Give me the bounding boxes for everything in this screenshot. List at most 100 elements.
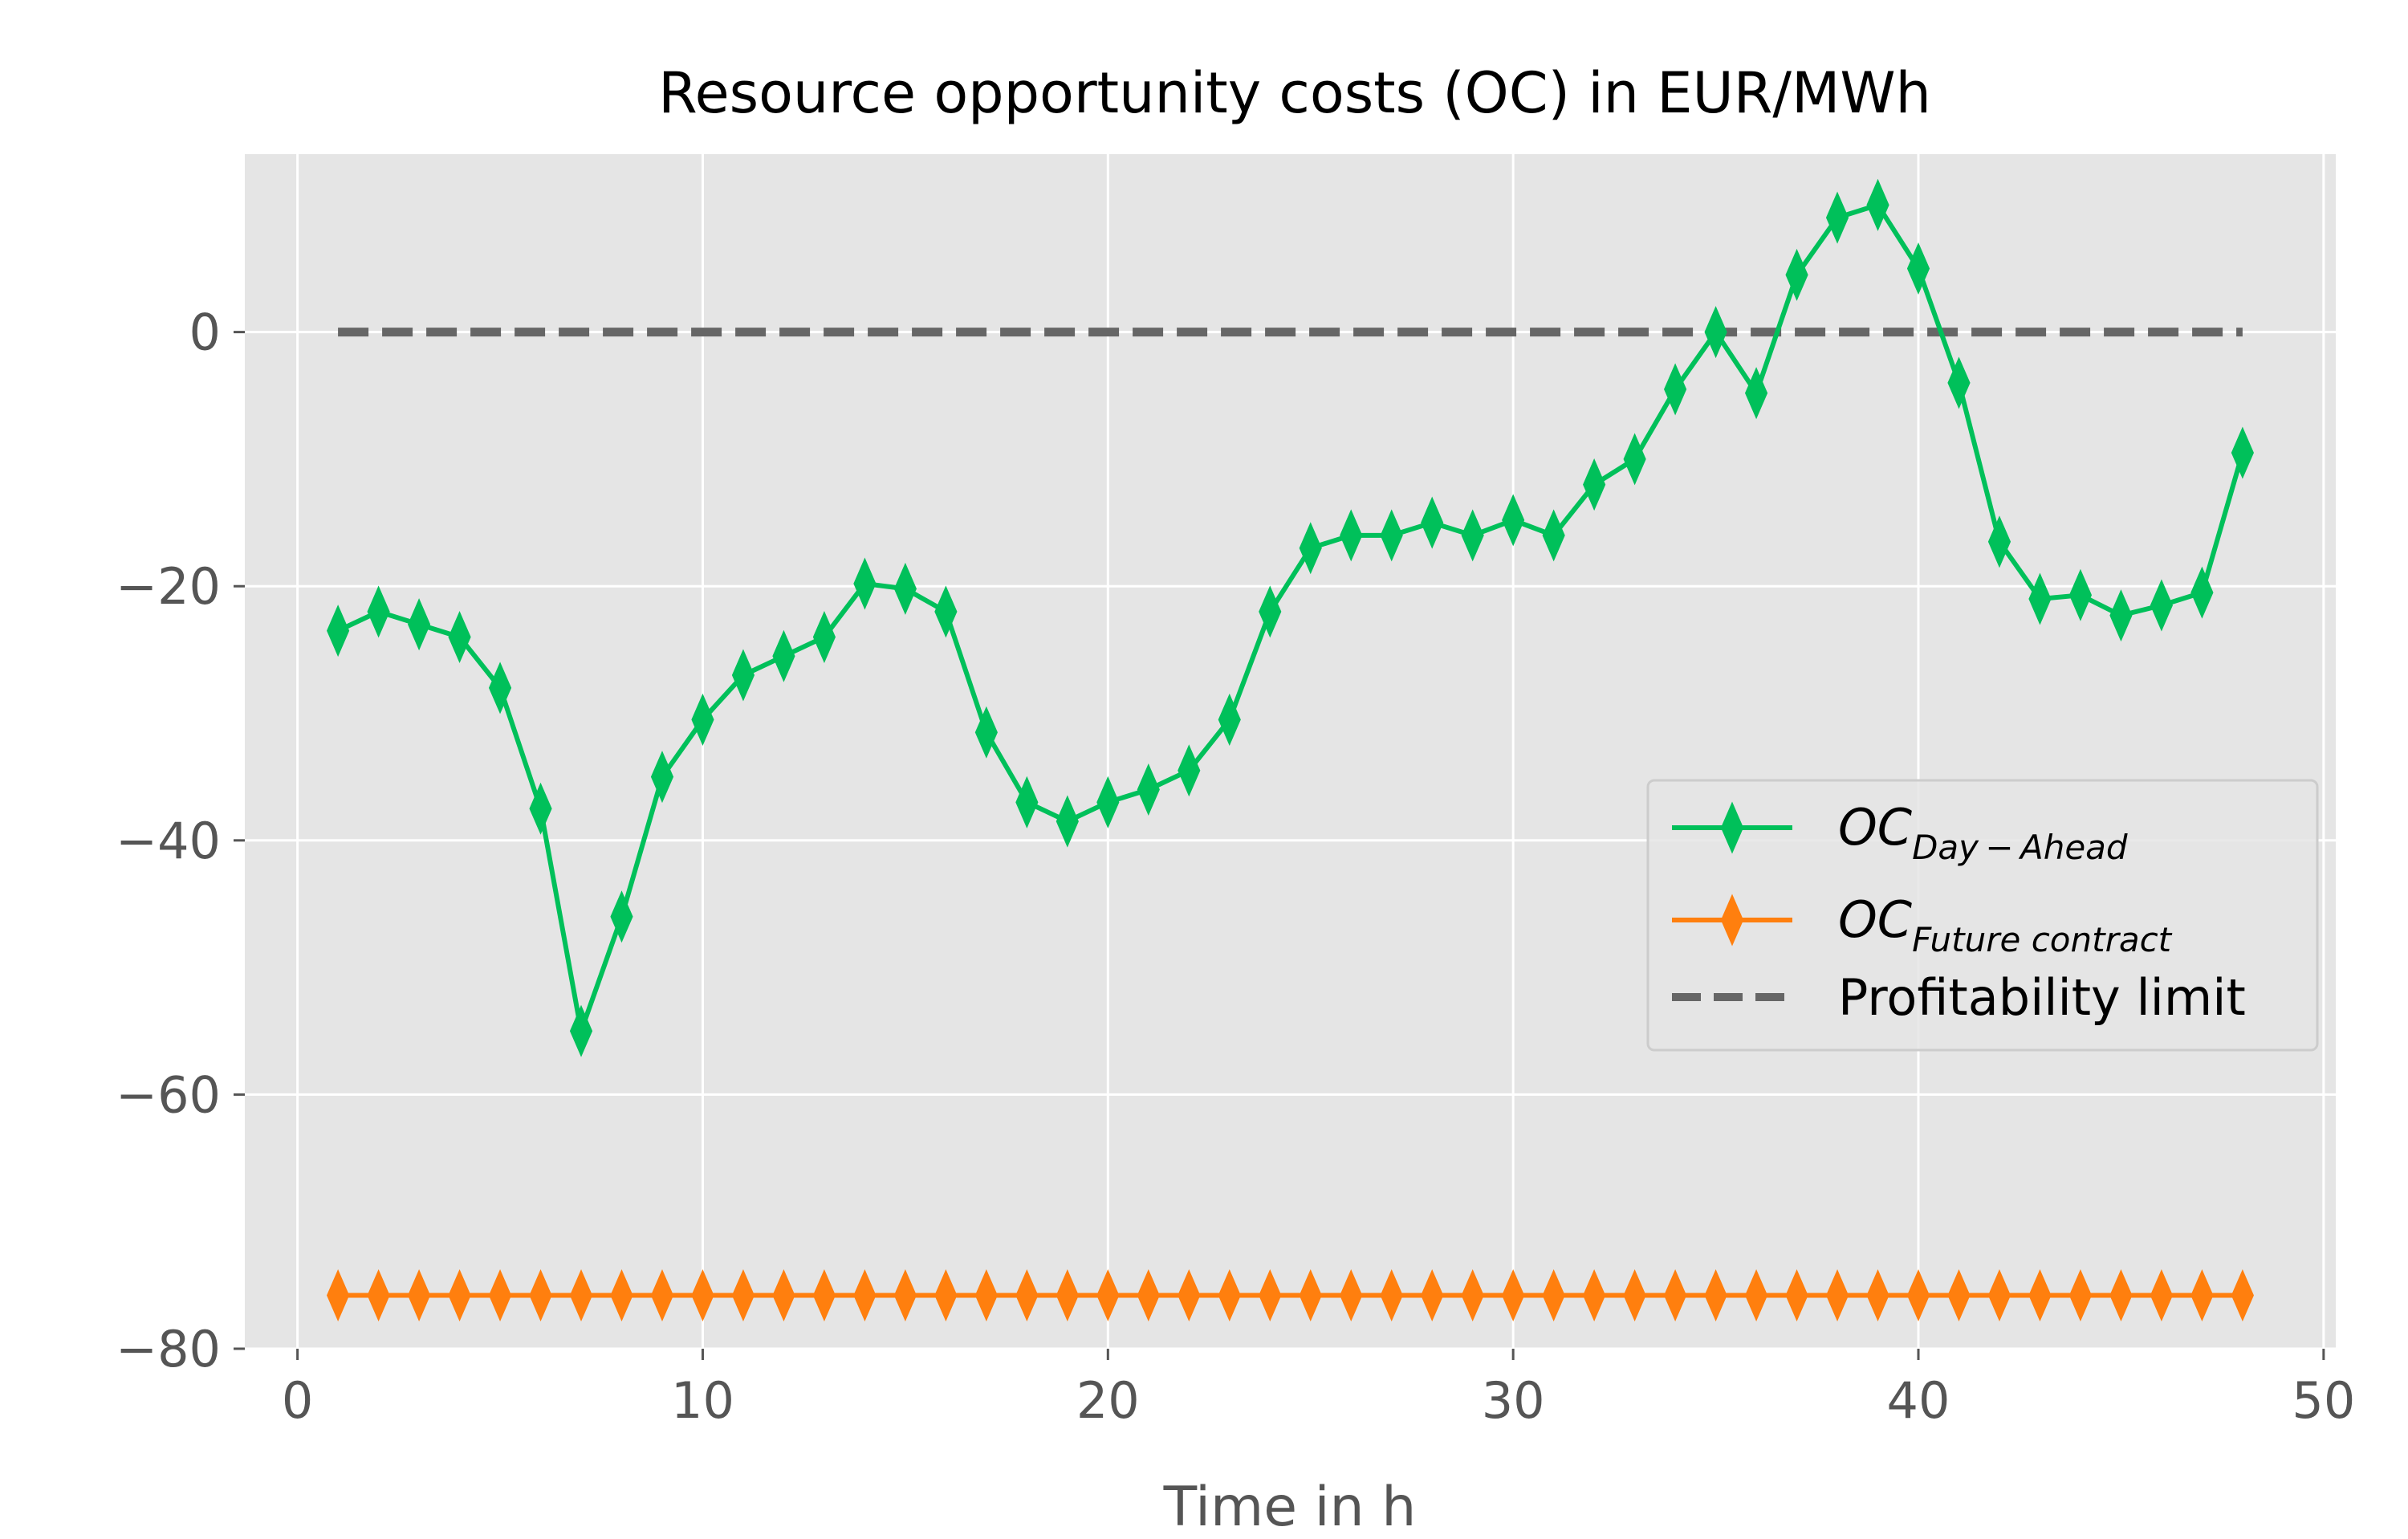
data-point-oc-day-ahead: [1866, 178, 1889, 231]
data-point-oc-day-ahead: [327, 605, 350, 658]
data-point-oc-future-contract: [1421, 1268, 1444, 1322]
data-point-oc-day-ahead: [1096, 776, 1120, 829]
data-point-oc-future-contract: [2028, 1268, 2052, 1322]
axes: 0 10 20 30 40 50 0 −20 −40 −60 −80: [116, 303, 2355, 1430]
legend: OCDay − Ahead OCFuture contract Profitab…: [1646, 779, 2319, 1052]
data-point-oc-future-contract: [1987, 1268, 2011, 1322]
data-point-oc-day-ahead: [1785, 248, 1808, 301]
data-point-oc-future-contract: [367, 1268, 390, 1322]
data-point-oc-day-ahead: [1259, 585, 1282, 638]
data-point-oc-future-contract: [327, 1268, 350, 1322]
data-point-oc-future-contract: [853, 1268, 877, 1322]
data-point-oc-future-contract: [1056, 1268, 1079, 1322]
data-point-oc-future-contract: [2150, 1268, 2174, 1322]
data-point-oc-day-ahead: [529, 782, 552, 835]
data-point-oc-future-contract: [1744, 1268, 1768, 1322]
series-layer: [327, 178, 2254, 1322]
data-point-oc-day-ahead: [650, 751, 674, 804]
data-point-oc-day-ahead: [893, 562, 917, 615]
data-point-oc-day-ahead: [1056, 795, 1079, 848]
data-point-oc-future-contract: [1704, 1268, 1727, 1322]
data-point-oc-day-ahead: [1340, 509, 1363, 562]
data-point-oc-day-ahead: [2231, 426, 2254, 479]
data-point-oc-day-ahead: [2150, 579, 2174, 632]
data-point-oc-day-ahead: [1299, 522, 1322, 575]
legend-frame: [1646, 779, 2319, 1052]
data-point-oc-day-ahead: [853, 557, 877, 610]
data-point-oc-day-ahead: [731, 649, 755, 702]
legend-subscript-day-ahead: Day − Ahead: [1912, 828, 2128, 867]
data-point-oc-future-contract: [691, 1268, 714, 1322]
data-point-oc-day-ahead: [1218, 693, 1241, 746]
data-point-oc-day-ahead: [1542, 509, 1565, 562]
data-point-oc-future-contract: [1461, 1268, 1484, 1322]
data-point-oc-future-contract: [1299, 1268, 1322, 1322]
data-point-oc-future-contract: [1906, 1268, 1930, 1322]
data-point-oc-future-contract: [1866, 1268, 1889, 1322]
data-point-oc-day-ahead: [488, 662, 512, 715]
legend-item-day-ahead: OCDay − Ahead: [1672, 798, 2128, 867]
data-point-oc-future-contract: [1137, 1268, 1160, 1322]
data-point-oc-future-contract: [2190, 1268, 2214, 1322]
data-point-oc-future-contract: [407, 1268, 431, 1322]
data-point-oc-future-contract: [1623, 1268, 1646, 1322]
y-tick-label: −80: [116, 1320, 221, 1378]
data-point-oc-day-ahead: [1664, 363, 1687, 416]
data-point-oc-day-ahead: [610, 890, 633, 943]
data-point-oc-day-ahead: [569, 1004, 593, 1057]
y-tick-label: 0: [189, 303, 221, 362]
data-point-oc-future-contract: [1380, 1268, 1403, 1322]
data-point-oc-future-contract: [1542, 1268, 1565, 1322]
data-point-oc-day-ahead: [1421, 496, 1444, 549]
data-point-oc-future-contract: [934, 1268, 958, 1322]
chart-title: Resource opportunity costs (OC) in EUR/M…: [658, 60, 1931, 126]
plot-area: [245, 154, 2336, 1349]
legend-item-future-contract: OCFuture contract: [1672, 890, 2173, 959]
svg-text:OCDay − Ahead: OCDay − Ahead: [1838, 798, 2128, 867]
x-tick-label: 30: [1482, 1371, 1545, 1430]
data-point-oc-future-contract: [1502, 1268, 1525, 1322]
data-point-oc-day-ahead: [2028, 572, 2052, 625]
x-tick-label: 10: [671, 1371, 734, 1430]
x-axis-label: Time in h: [1163, 1476, 1417, 1536]
data-point-oc-day-ahead: [1987, 515, 2011, 568]
data-point-oc-future-contract: [1096, 1268, 1120, 1322]
data-point-oc-day-ahead: [2190, 566, 2214, 619]
data-point-oc-day-ahead: [448, 611, 471, 664]
data-point-oc-day-ahead: [1137, 763, 1160, 816]
data-point-oc-day-ahead: [934, 585, 958, 638]
data-point-oc-future-contract: [1664, 1268, 1687, 1322]
legend-item-profitability-limit: Profitability limit: [1672, 968, 2246, 1027]
data-point-oc-day-ahead: [772, 629, 795, 682]
data-point-oc-future-contract: [569, 1268, 593, 1322]
data-point-oc-day-ahead: [1380, 509, 1403, 562]
data-point-oc-future-contract: [488, 1268, 512, 1322]
data-point-oc-future-contract: [812, 1268, 836, 1322]
data-point-oc-day-ahead: [2109, 589, 2133, 642]
data-point-oc-future-contract: [893, 1268, 917, 1322]
data-point-oc-future-contract: [529, 1268, 552, 1322]
legend-label-day-ahead: OC: [1838, 798, 1913, 857]
x-tick-label: 40: [1887, 1371, 1950, 1430]
data-point-oc-future-contract: [731, 1268, 755, 1322]
data-point-oc-day-ahead: [1502, 494, 1525, 547]
data-point-oc-future-contract: [650, 1268, 674, 1322]
data-point-oc-day-ahead: [1178, 744, 1201, 797]
data-point-oc-day-ahead: [1825, 191, 1849, 244]
data-point-oc-future-contract: [610, 1268, 633, 1322]
data-point-oc-day-ahead: [1947, 356, 1971, 409]
legend-marker-day-ahead: [1720, 801, 1744, 854]
data-point-oc-future-contract: [974, 1268, 998, 1322]
data-point-oc-day-ahead: [974, 706, 998, 759]
legend-subscript-future-contract: Future contract: [1912, 920, 2173, 959]
data-point-oc-future-contract: [1785, 1268, 1808, 1322]
y-tick-label: −40: [116, 812, 221, 870]
data-point-oc-day-ahead: [1744, 367, 1768, 420]
data-point-oc-future-contract: [2109, 1268, 2133, 1322]
data-point-oc-day-ahead: [1623, 433, 1646, 486]
data-point-oc-future-contract: [1947, 1268, 1971, 1322]
svg-text:OCFuture contract: OCFuture contract: [1838, 890, 2173, 959]
y-tick-label: −20: [116, 557, 221, 616]
data-point-oc-day-ahead: [1461, 509, 1484, 562]
